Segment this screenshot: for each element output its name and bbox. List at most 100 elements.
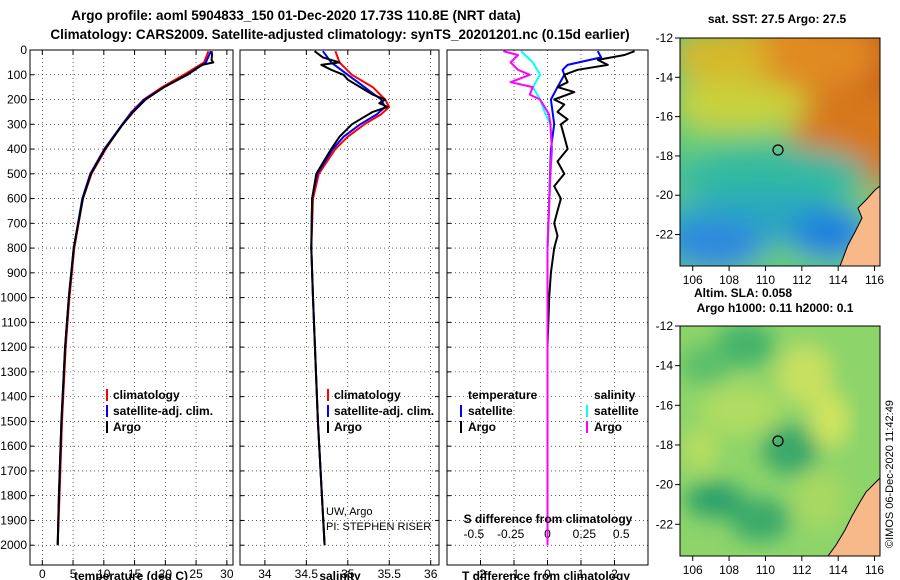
x-tick-label: -2 bbox=[475, 567, 486, 580]
s-tick-label: -0.5 bbox=[463, 527, 484, 541]
map-y-tick-label: -22 bbox=[656, 228, 674, 242]
difference-legend: temperature salinity satellite Argo sate… bbox=[460, 388, 639, 434]
x-tick-label: 35 bbox=[341, 567, 355, 580]
temperature-axis-label: temperature (deg C) bbox=[74, 569, 188, 580]
x-tick-label: 30 bbox=[220, 567, 234, 580]
salinity-axis-label: salinity bbox=[319, 569, 361, 580]
series-argo bbox=[310, 50, 389, 546]
map-y-tick-label: -12 bbox=[656, 31, 674, 45]
map-x-tick-label: 108 bbox=[719, 273, 739, 287]
depth-tick-label: 400 bbox=[7, 142, 27, 156]
argo-float-marker bbox=[772, 435, 784, 447]
x-tick-label: -1 bbox=[509, 567, 520, 580]
temperature-panel bbox=[29, 49, 234, 566]
depth-tick-label: 1100 bbox=[1, 315, 27, 329]
s-tick-label: -0.25 bbox=[497, 527, 525, 541]
sst-map-title: sat. SST: 27.5 Argo: 27.5 bbox=[708, 12, 847, 26]
map-x-tick-label: 106 bbox=[683, 273, 703, 287]
legend-title-salinity: salinity bbox=[594, 388, 636, 402]
depth-tick-label: 0 bbox=[20, 43, 27, 57]
x-tick-label: 1 bbox=[578, 567, 585, 580]
depth-tick-label: 800 bbox=[7, 241, 27, 255]
legend-label-argo: Argo bbox=[113, 420, 141, 434]
x-tick-label: 34.5 bbox=[295, 567, 319, 580]
s-tick-label: 0.25 bbox=[573, 527, 597, 541]
map-x-tick-label: 106 bbox=[683, 563, 703, 577]
sla-map-axes: 106 108 110 112 114 116 -12 -14 -16 -18 -20 -22 bbox=[656, 319, 885, 577]
credit-line1: UW, Argo bbox=[326, 506, 372, 518]
legend-label-satellite: satellite-adj. clim. bbox=[113, 404, 213, 418]
map-x-tick-label: 116 bbox=[865, 563, 884, 577]
salinity-chart: 34 34.5 35 35.5 36 bbox=[240, 49, 439, 580]
depth-tick-label: 1600 bbox=[0, 439, 27, 453]
depth-tick-label: 200 bbox=[7, 93, 27, 107]
depth-tick-label: 700 bbox=[7, 216, 27, 230]
legend-title-temperature: temperature bbox=[468, 388, 538, 402]
sla-map-title-line1: Altim. SLA: 0.058 bbox=[694, 286, 792, 300]
map-x-tick-label: 112 bbox=[792, 273, 811, 287]
depth-tick-label: 1500 bbox=[0, 414, 27, 428]
difference-top-axis-label: S difference from climatology bbox=[464, 512, 633, 526]
argo-float-marker bbox=[772, 144, 784, 156]
s-tick-label: 0.5 bbox=[613, 527, 630, 541]
map-y-tick-label: -12 bbox=[656, 319, 674, 333]
depth-tick-label: 1300 bbox=[0, 365, 27, 379]
map-y-tick-label: -14 bbox=[656, 359, 674, 373]
map-y-tick-label: -16 bbox=[656, 398, 674, 412]
sla-map-title-line2: Argo h1000: 0.11 h2000: 0.1 bbox=[697, 301, 854, 315]
x-tick-label: 2 bbox=[611, 567, 618, 580]
x-tick-label: 5 bbox=[70, 567, 77, 580]
depth-tick-label: 1800 bbox=[0, 489, 27, 503]
depth-tick-label: 300 bbox=[7, 117, 27, 131]
series-argo bbox=[56, 51, 215, 546]
x-tick-label: 15 bbox=[128, 567, 142, 580]
depth-tick-label: 2000 bbox=[0, 538, 27, 552]
map-x-tick-label: 112 bbox=[792, 563, 811, 577]
map-x-tick-label: 114 bbox=[829, 563, 848, 577]
map-x-tick-label: 110 bbox=[756, 563, 775, 577]
temperature-legend: climatology satellite-adj. clim. Argo bbox=[106, 388, 213, 434]
sst-map-axes: 106 108 110 112 114 116 -12 -14 -16 -18 -20 -22 bbox=[656, 31, 885, 287]
temperature-chart: 0 5 10 15 20 25 300100200300400500600700800900… bbox=[0, 43, 234, 580]
map-y-tick-label: -22 bbox=[656, 517, 674, 531]
depth-tick-label: 1200 bbox=[0, 340, 27, 354]
legend-label-t-satellite: satellite bbox=[468, 404, 513, 418]
legend-label-satellite: satellite-adj. clim. bbox=[334, 404, 434, 418]
depth-tick-label: 600 bbox=[7, 192, 27, 206]
imos-credit: ©IMOS 06-Dec-2020 11:42:49 bbox=[884, 400, 896, 548]
x-tick-label: 34 bbox=[258, 567, 272, 580]
sst-map bbox=[680, 38, 880, 266]
x-tick-label: 0 bbox=[39, 567, 46, 580]
x-tick-label: 20 bbox=[159, 567, 173, 580]
legend-label-climatology: climatology bbox=[334, 388, 401, 402]
legend-label-argo: Argo bbox=[334, 420, 362, 434]
map-y-tick-label: -18 bbox=[656, 149, 674, 163]
header-line1: Argo profile: aoml 5904833_150 01-Dec-20… bbox=[71, 8, 520, 23]
map-x-tick-label: 116 bbox=[865, 273, 884, 287]
x-tick-label: 10 bbox=[97, 567, 111, 580]
map-x-tick-label: 110 bbox=[756, 273, 775, 287]
legend-label-s-argo: Argo bbox=[594, 420, 622, 434]
depth-tick-label: 1400 bbox=[0, 390, 27, 404]
salinity-legend: climatology satellite-adj. clim. Argo bbox=[327, 388, 434, 434]
depth-tick-label: 1000 bbox=[0, 291, 27, 305]
map-x-tick-label: 108 bbox=[719, 563, 739, 577]
legend-label-s-satellite: satellite bbox=[594, 404, 639, 418]
depth-tick-label: 100 bbox=[7, 68, 27, 82]
sla-map bbox=[680, 326, 880, 556]
x-tick-label: 35.5 bbox=[378, 567, 402, 580]
legend-label-t-argo: Argo bbox=[468, 420, 496, 434]
difference-chart: -2 -1 0 1 2-0.5 -0.25 0 0.25 0.5 bbox=[447, 49, 648, 580]
credit-line2: PI: STEPHEN RISER bbox=[326, 521, 431, 533]
depth-tick-label: 500 bbox=[7, 167, 27, 181]
header-line2: Climatology: CARS2009. Satellite-adjuste… bbox=[50, 27, 629, 42]
difference-axis-label: T difference from climatology bbox=[462, 569, 630, 580]
x-tick-label: 36 bbox=[424, 567, 438, 580]
map-y-tick-label: -20 bbox=[656, 478, 674, 492]
series-climatology bbox=[56, 50, 210, 546]
series-t-argo bbox=[546, 50, 635, 546]
x-tick-label: 25 bbox=[189, 567, 203, 580]
map-y-tick-label: -20 bbox=[656, 188, 674, 202]
map-y-tick-label: -18 bbox=[656, 438, 674, 452]
